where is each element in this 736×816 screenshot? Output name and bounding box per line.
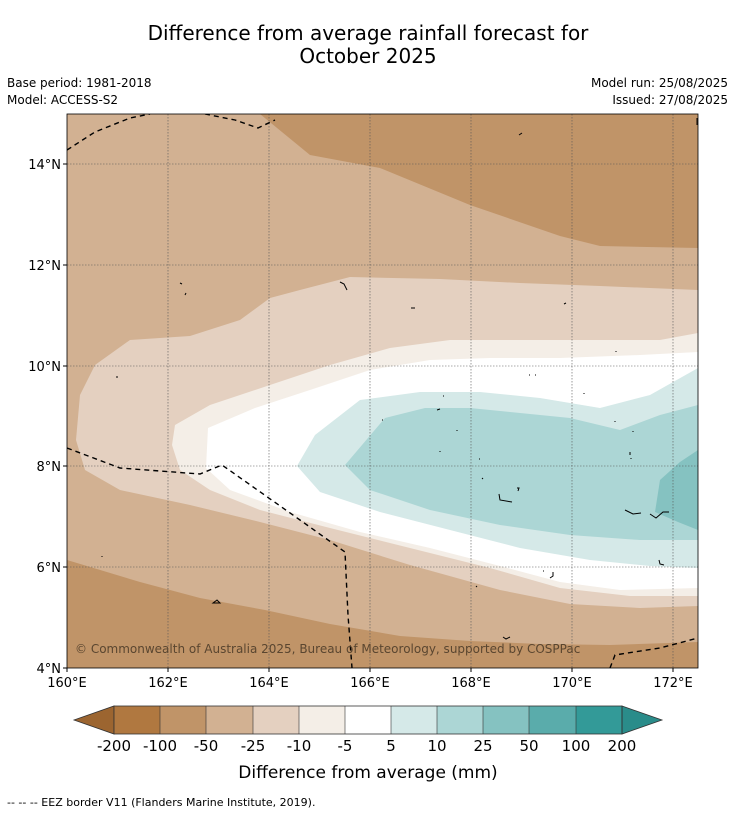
eez-border-southeast [609,637,698,668]
colorbar-swatch-11 [576,706,622,734]
lat-tick-6: 6°N [37,561,62,576]
lat-tick-14: 14°N [28,158,61,173]
colorbar-label-6: 5 [386,737,396,755]
lon-tick-172: 172°E [653,676,693,691]
base-period: Base period: 1981-2018 [7,76,152,90]
colorbar-label-8: 25 [473,737,492,755]
band-plus25 [655,450,698,530]
lat-tick-8: 8°N [37,460,62,475]
colorbar-label-5: -5 [338,737,353,755]
colorbar-swatch-2 [160,706,206,734]
eez-border-west [67,447,353,668]
colorbar-swatch-12 [621,705,664,735]
lon-tick-170: 170°E [552,676,592,691]
meta-right: Model run: 25/08/2025 Issued: 27/08/2025 [591,75,728,109]
lat-ticks: 4°N 6°N 8°N 10°N 12°N 14°N [28,158,67,677]
eez-border-north-2 [204,114,276,129]
map-title: Difference from average rainfall forecas… [0,22,736,68]
copyright-text: © Commonwealth of Australia 2025, Bureau… [75,642,580,656]
colorbar-label-2: -50 [194,737,219,755]
lon-tick-164: 164°E [249,676,289,691]
lat-tick-10: 10°N [28,360,61,375]
map-frame [66,113,699,669]
colorbar: -200 -100 -50 -25 -10 -5 5 10 25 50 100 … [72,705,664,783]
colorbar-swatch-9 [483,706,529,734]
eez-border-north [67,114,151,151]
title-line-1: Difference from average rainfall forecas… [147,21,589,45]
colorbar-swatch-8 [437,706,483,734]
band-bottom-minus100 [67,560,698,668]
lon-tick-166: 166°E [350,676,390,691]
lat-tick-4: 4°N [37,662,62,677]
meta-left: Base period: 1981-2018 Model: ACCESS-S2 [7,75,152,109]
lon-ticks: 160°E 162°E 164°E 166°E 168°E 170°E 172°… [47,668,693,691]
gridlines [67,114,698,668]
colorbar-swatch-10 [529,706,576,734]
colorbar-label-3: -25 [241,737,266,755]
colorbar-title: Difference from average (mm) [238,763,497,783]
colorbar-swatch-3 [206,706,253,734]
lon-tick-162: 162°E [148,676,188,691]
colorbar-outline [113,705,623,735]
model-name: Model: ACCESS-S2 [7,93,119,107]
eez-footnote: -- -- -- EEZ border V11 (Flanders Marine… [7,796,316,809]
issued-date: Issued: 27/08/2025 [612,93,728,107]
colorbar-swatch-0 [72,705,115,735]
colorbar-swatch-1 [114,706,160,734]
colorbar-swatch-7 [391,706,437,734]
band-plus10 [345,405,698,540]
lon-tick-160: 160°E [47,676,87,691]
islands [101,118,698,640]
model-run: Model run: 25/08/2025 [590,76,728,90]
colorbar-swatch-6 [345,706,391,734]
band-top-minus100 [260,114,698,248]
colorbar-label-4: -10 [287,737,312,755]
colorbar-label-0: -200 [97,737,131,755]
lat-tick-12: 12°N [28,259,61,274]
rainfall-field [67,114,698,668]
colorbar-swatch-5 [299,706,345,734]
lon-tick-168: 168°E [451,676,491,691]
eez-borders [67,114,698,668]
title-line-2: October 2025 [299,44,437,68]
colorbar-label-10: 100 [562,737,591,755]
colorbar-label-1: -100 [143,737,177,755]
colorbar-swatch-4 [253,706,299,734]
colorbar-label-7: 10 [427,737,446,755]
colorbar-label-11: 200 [608,737,637,755]
colorbar-label-9: 50 [519,737,538,755]
